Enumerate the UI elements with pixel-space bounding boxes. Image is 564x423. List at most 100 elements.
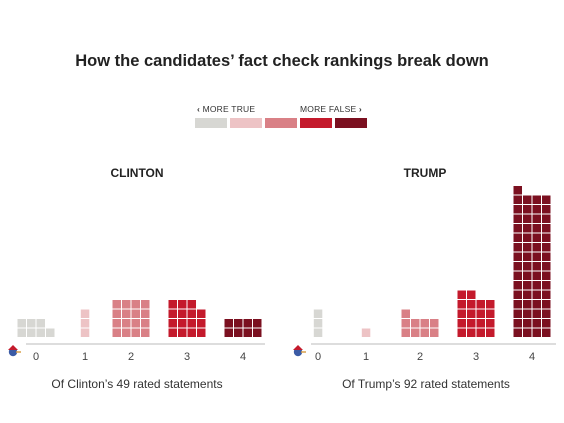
waffle-cell	[523, 224, 532, 233]
waffle-cell	[112, 309, 121, 318]
waffle-cell	[542, 233, 551, 242]
waffle-cell	[457, 328, 466, 337]
waffle-cell	[513, 328, 522, 337]
waffle-cell	[513, 233, 522, 242]
waffle-cell	[542, 319, 551, 328]
waffle-cell	[542, 309, 551, 318]
legend-swatch-1	[230, 118, 262, 128]
waffle-cell	[542, 262, 551, 271]
waffle-cell	[523, 252, 532, 261]
waffle-cell	[253, 328, 262, 337]
waffle-cell	[457, 319, 466, 328]
tick-label-0: 0	[315, 351, 321, 363]
waffle-cell	[168, 328, 177, 337]
waffle-cell	[178, 300, 187, 309]
waffle-cell	[122, 328, 131, 337]
waffle-cell	[187, 300, 196, 309]
legend-swatch-4	[335, 118, 367, 128]
waffle-cell	[178, 328, 187, 337]
legend-more-true-label: MORE TRUE	[202, 104, 256, 114]
waffle-cell	[513, 214, 522, 223]
tick-label-3: 3	[473, 351, 479, 363]
tick-label-3: 3	[184, 351, 190, 363]
waffle-cell	[313, 328, 323, 337]
waffle-cell	[532, 290, 541, 299]
waffle-cell	[532, 214, 541, 223]
waffle-cell	[122, 309, 131, 318]
waffle-cell	[197, 328, 206, 337]
waffle-cell	[513, 290, 522, 299]
waffle-cell	[131, 328, 140, 337]
waffle-cell	[122, 300, 131, 309]
waffle-cell	[476, 300, 485, 309]
legend-more-false-label: MORE FALSE	[300, 104, 357, 114]
waffle-cell	[532, 309, 541, 318]
legend-swatch-2	[265, 118, 297, 128]
waffle-cell	[122, 319, 131, 328]
waffle-cell	[457, 309, 466, 318]
waffle-cell	[197, 309, 206, 318]
waffle-cell	[532, 262, 541, 271]
waffle-cell	[542, 252, 551, 261]
waffle-cell	[542, 224, 551, 233]
waffle-cell	[187, 309, 196, 318]
waffle-cell	[532, 252, 541, 261]
waffle-cell	[168, 309, 177, 318]
waffle-cell	[542, 281, 551, 290]
waffle-cell	[523, 195, 532, 204]
waffle-cell	[513, 205, 522, 214]
waffle-cell	[523, 290, 532, 299]
waffle-cell	[457, 290, 466, 299]
waffle-cell	[523, 309, 532, 318]
waffle-cell	[513, 252, 522, 261]
clinton-caption: Of Clinton’s 49 rated statements	[51, 377, 223, 391]
waffle-cell	[542, 243, 551, 252]
waffle-cell	[476, 319, 485, 328]
waffle-cell	[542, 300, 551, 309]
waffle-cell	[513, 319, 522, 328]
waffle-cell	[542, 290, 551, 299]
waffle-cell	[234, 319, 243, 328]
waffle-cell	[401, 319, 410, 328]
trump-chart: 0 1 2 3 4	[293, 186, 556, 363]
tick-label-1: 1	[363, 351, 369, 363]
waffle-cell	[523, 281, 532, 290]
waffle-cell	[27, 319, 36, 328]
waffle-cell	[131, 309, 140, 318]
waffle-cell	[131, 300, 140, 309]
waffle-cell	[532, 243, 541, 252]
waffle-cell	[513, 271, 522, 280]
waffle-cell	[513, 186, 522, 195]
tick-label-2: 2	[128, 351, 134, 363]
tick-label-0: 0	[33, 351, 39, 363]
waffle-cell	[523, 214, 532, 223]
chart-title: How the candidates’ fact check rankings …	[75, 52, 489, 70]
waffle-cell	[178, 309, 187, 318]
waffle-cell	[141, 319, 150, 328]
waffle-cell	[457, 300, 466, 309]
waffle-cell	[131, 319, 140, 328]
waffle-cell	[141, 309, 150, 318]
waffle-cell	[411, 319, 420, 328]
tick-label-2: 2	[417, 351, 423, 363]
waffle-cell	[542, 271, 551, 280]
waffle-cell	[27, 328, 36, 337]
waffle-cell	[523, 271, 532, 280]
pinocchio-icon	[293, 345, 306, 357]
waffle-cell	[532, 300, 541, 309]
waffle-cell	[467, 319, 476, 328]
waffle-cell	[224, 319, 233, 328]
waffle-cell	[168, 300, 177, 309]
waffle-cell	[486, 300, 495, 309]
waffle-cell	[401, 328, 410, 337]
clinton-chart: 0 1 2 3 4	[8, 300, 265, 363]
waffle-cell	[401, 309, 410, 318]
waffle-cell	[361, 328, 371, 337]
waffle-cell	[532, 195, 541, 204]
waffle-cell	[532, 224, 541, 233]
waffle-cell	[486, 309, 495, 318]
waffle-cell	[112, 328, 121, 337]
waffle-cell	[513, 195, 522, 204]
waffle-cell	[523, 233, 532, 242]
waffle-cell	[513, 281, 522, 290]
